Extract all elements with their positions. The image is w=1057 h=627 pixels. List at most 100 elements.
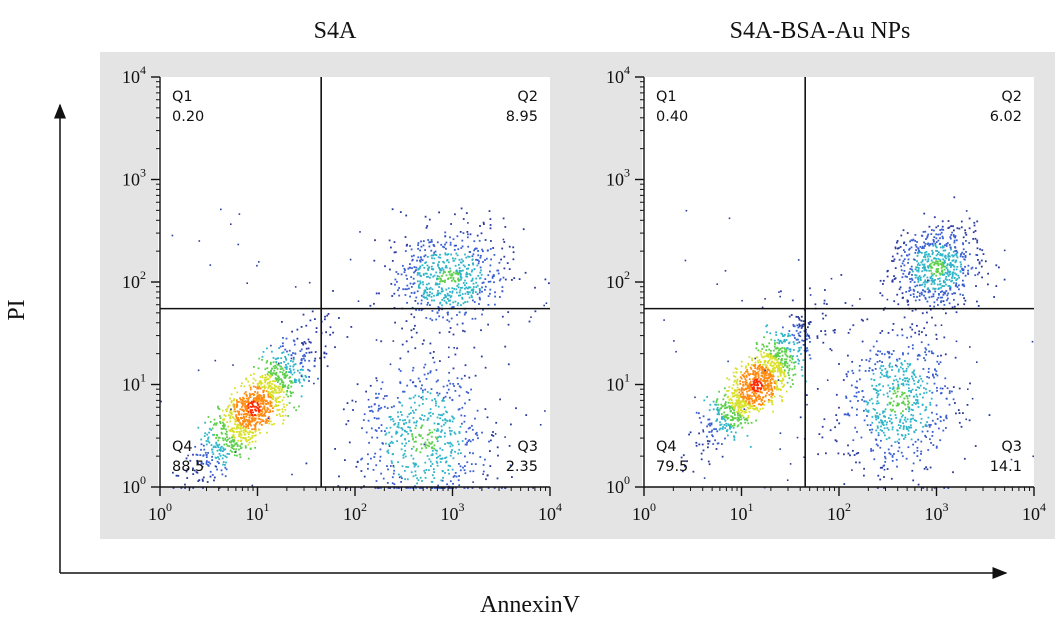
x-tick-label: 100 (148, 500, 172, 524)
event-dot (439, 253, 441, 256)
event-dot (282, 345, 284, 347)
event-dot (901, 455, 904, 458)
event-dot (927, 265, 930, 268)
event-dot (936, 355, 939, 357)
event-dot (433, 299, 435, 302)
event-dot (351, 399, 354, 402)
event-dot (733, 435, 735, 438)
event-dot (863, 419, 866, 422)
event-dot (277, 409, 279, 411)
event-dot (434, 283, 437, 286)
event-dot (238, 412, 240, 415)
event-dot (249, 396, 252, 399)
event-dot (771, 367, 774, 370)
event-dot (487, 323, 489, 326)
event-dot (375, 464, 378, 467)
event-dot (271, 350, 273, 353)
event-dot (926, 468, 929, 471)
event-dot (236, 424, 239, 427)
event-dot (907, 380, 910, 383)
event-dot (734, 407, 736, 409)
event-dot (422, 240, 425, 242)
event-dot (688, 433, 690, 436)
event-dot (454, 257, 457, 260)
event-dot (955, 284, 957, 287)
event-dot (420, 396, 422, 399)
event-dot (757, 349, 760, 352)
event-dot (419, 249, 421, 252)
event-dot (761, 366, 763, 368)
event-dot (856, 380, 858, 383)
event-dot (951, 231, 953, 234)
event-dot (740, 401, 743, 404)
event-dot (207, 464, 209, 466)
event-dot (464, 284, 466, 287)
event-dot (266, 347, 268, 350)
event-dot (978, 271, 981, 274)
event-dot (953, 196, 956, 199)
event-dot (885, 373, 888, 376)
event-dot (222, 449, 225, 451)
event-dot (405, 274, 408, 277)
event-dot (346, 336, 349, 338)
event-dot (857, 400, 859, 402)
event-dot (876, 412, 878, 414)
event-dot (293, 363, 296, 366)
event-dot (953, 265, 955, 268)
event-dot (926, 321, 928, 324)
event-dot (862, 319, 864, 322)
event-dot (852, 324, 855, 327)
event-dot (907, 352, 910, 355)
event-dot (761, 402, 764, 405)
event-dot (457, 248, 460, 251)
event-dot (947, 487, 950, 489)
event-dot (734, 402, 737, 404)
event-dot (800, 353, 802, 355)
event-dot (789, 334, 791, 337)
event-dot (421, 437, 424, 439)
event-dot (887, 332, 890, 334)
event-dot (898, 442, 900, 444)
event-dot (418, 487, 421, 489)
event-dot (396, 431, 399, 434)
event-dot (480, 254, 482, 257)
event-dot (906, 418, 909, 421)
event-dot (786, 366, 789, 369)
event-dot (932, 295, 935, 298)
event-dot (938, 293, 940, 296)
event-dot (789, 350, 792, 353)
event-dot (967, 272, 969, 275)
event-dot (202, 476, 205, 479)
event-dot (254, 379, 257, 382)
event-dot (269, 371, 271, 374)
event-dot (455, 244, 457, 247)
event-dot (750, 384, 753, 387)
event-dot (384, 433, 387, 436)
event-dot (436, 294, 438, 297)
event-dot (489, 227, 492, 230)
event-dot (266, 373, 269, 375)
event-dot (236, 401, 238, 403)
event-dot (196, 454, 199, 456)
event-dot (438, 413, 440, 416)
event-dot (433, 361, 436, 364)
event-dot (265, 418, 268, 421)
event-dot (954, 402, 956, 404)
event-dot (247, 380, 250, 383)
event-dot (779, 367, 782, 369)
event-dot (932, 444, 935, 446)
event-dot (474, 248, 476, 250)
event-dot (284, 377, 286, 379)
event-dot (743, 408, 746, 410)
event-dot (222, 450, 224, 452)
event-dot (898, 387, 900, 390)
event-dot (940, 301, 942, 304)
event-dot (731, 415, 733, 418)
event-dot (929, 290, 931, 293)
event-dot (370, 457, 372, 460)
event-dot (491, 277, 494, 279)
event-dot (449, 441, 452, 444)
event-dot (887, 384, 890, 387)
event-dot (481, 286, 483, 289)
event-dot (823, 299, 826, 302)
